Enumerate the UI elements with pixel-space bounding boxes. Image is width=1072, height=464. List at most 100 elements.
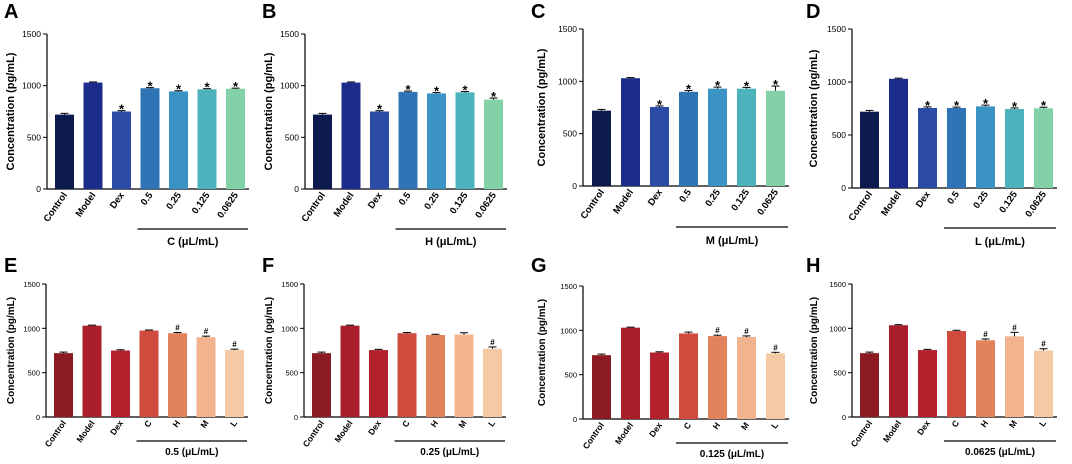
bar-L [1034,350,1053,417]
category-label: 0.5 [397,190,414,208]
significance-mark: # [1041,340,1046,349]
bar-0.5 [679,91,698,186]
significance-mark: * [377,102,383,117]
bar-Control [592,110,611,186]
y-axis-title: Concentration (pg/mL) [263,52,275,170]
bar-0.5 [140,88,160,189]
chart-panel-b: 0 500 1000 1500 Concentration (pg/mL) Control… [258,24,523,248]
chart-panel-f: 0 500 1000 1500 Concentration (pg/mL) Control… [258,278,523,460]
category-label: Dex [646,187,665,208]
panel-f-label: F [262,255,275,277]
chart-g-svg: 0 500 1000 1500 Concentration (pg/mL) Control… [537,282,789,460]
y-tick-label: 0 [36,184,41,194]
category-label: Control [579,187,607,221]
category-label: M [456,418,468,430]
chart-a-svg: 0 500 1000 1500 Concentration (pg/mL) Control… [5,29,249,248]
category-label: 0.5 [139,190,156,208]
significance-mark: * [462,83,468,98]
significance-mark: * [147,79,153,94]
category-label: Model [613,420,635,446]
category-label: Dex [108,418,125,437]
y-axis-title: Concentration (pg/mL) [536,48,548,166]
category-label: 0.25 [422,190,442,212]
category-label: 0.125 [729,187,752,213]
y-tick-label: 1000 [558,76,577,86]
bar-Dex [112,111,131,189]
bar-L [483,348,502,417]
panel-d-label: D [806,1,821,23]
category-label: 0.0625 [1023,189,1049,220]
chart-panel-c: 0 500 1000 1500 Concentration (pg/mL) Control… [528,24,800,247]
category-label: H [428,418,440,429]
significance-mark: * [925,98,931,113]
chart-panel-d: 0 500 1000 1500 Concentration (pg/mL) Control… [802,24,1067,248]
y-axis-title: Concentration (pg/mL) [809,297,820,404]
y-tick-label: 500 [832,130,846,140]
bar-Dex [111,350,130,417]
panel-c-label: C [531,1,546,23]
bar-Dex [369,350,388,417]
bar-Model [341,82,361,189]
category-label: L [769,420,780,430]
category-label: Model [879,189,904,218]
chart-c-svg: 0 500 1000 1500 Concentration (pg/mL) Control… [536,24,789,247]
significance-mark: # [715,326,720,335]
category-label: L [1037,418,1048,428]
chart-panel-h: 0 500 1000 1500 Concentration (pg/mL) Control… [802,278,1067,460]
bar-Control [592,355,611,419]
y-tick-label: 500 [27,369,40,378]
y-tick-label: 1500 [560,282,577,291]
significance-mark: * [744,78,750,93]
y-tick-label: 500 [564,371,577,380]
panel-a-label: A [4,1,19,23]
bar-0.5 [947,107,966,188]
y-tick-label: 1000 [22,81,41,91]
chart-d-svg: 0 500 1000 1500 Concentration (pg/mL) Control… [808,24,1057,248]
significance-mark: * [1012,99,1018,114]
category-label: L [486,418,497,428]
category-label: Model [611,187,636,216]
bar-M [454,334,474,417]
bar-Control [860,353,879,417]
category-label: Control [42,190,70,224]
category-label: C [681,420,693,431]
category-label: Dex [366,418,383,437]
y-tick-label: 500 [27,132,41,142]
y-tick-label: 0 [36,413,40,422]
category-label: 0.125 [997,189,1020,215]
y-tick-label: 1500 [281,280,298,289]
category-label: M [739,420,751,432]
y-tick-label: 1500 [22,29,41,39]
group-label: H (μL/mL) [425,236,477,248]
chart-e-svg: 0 500 1000 1500 Concentration (pg/mL) Control… [6,280,248,458]
bar-M [1005,336,1024,417]
significance-mark: * [491,89,497,104]
bar-C [947,330,966,417]
bar-0.0625 [1034,108,1053,188]
category-label: Model [74,190,99,219]
bar-H [976,340,995,417]
group-label: M (μL/mL) [706,235,759,247]
bar-0.125 [455,92,475,189]
bar-Model [889,78,908,188]
y-tick-label: 1500 [829,280,846,289]
category-label: Control [581,420,607,450]
category-label: Model [332,418,354,444]
bar-0.25 [976,106,995,188]
y-tick-label: 500 [833,369,846,378]
category-label: Control [43,418,69,448]
group-label: C (μL/mL) [167,236,219,248]
bar-0.5 [398,91,418,189]
y-tick-label: 500 [563,129,577,139]
y-tick-label: 0 [294,413,298,422]
category-label: 0.5 [945,189,962,207]
category-label: M [198,418,210,430]
category-label: Control [849,418,875,448]
bar-0.25 [427,93,446,189]
significance-mark: * [1041,98,1047,113]
y-tick-label: 0 [842,413,846,422]
category-label: Control [847,189,875,223]
y-tick-label: 1000 [23,324,40,333]
y-tick-label: 1500 [280,29,299,39]
